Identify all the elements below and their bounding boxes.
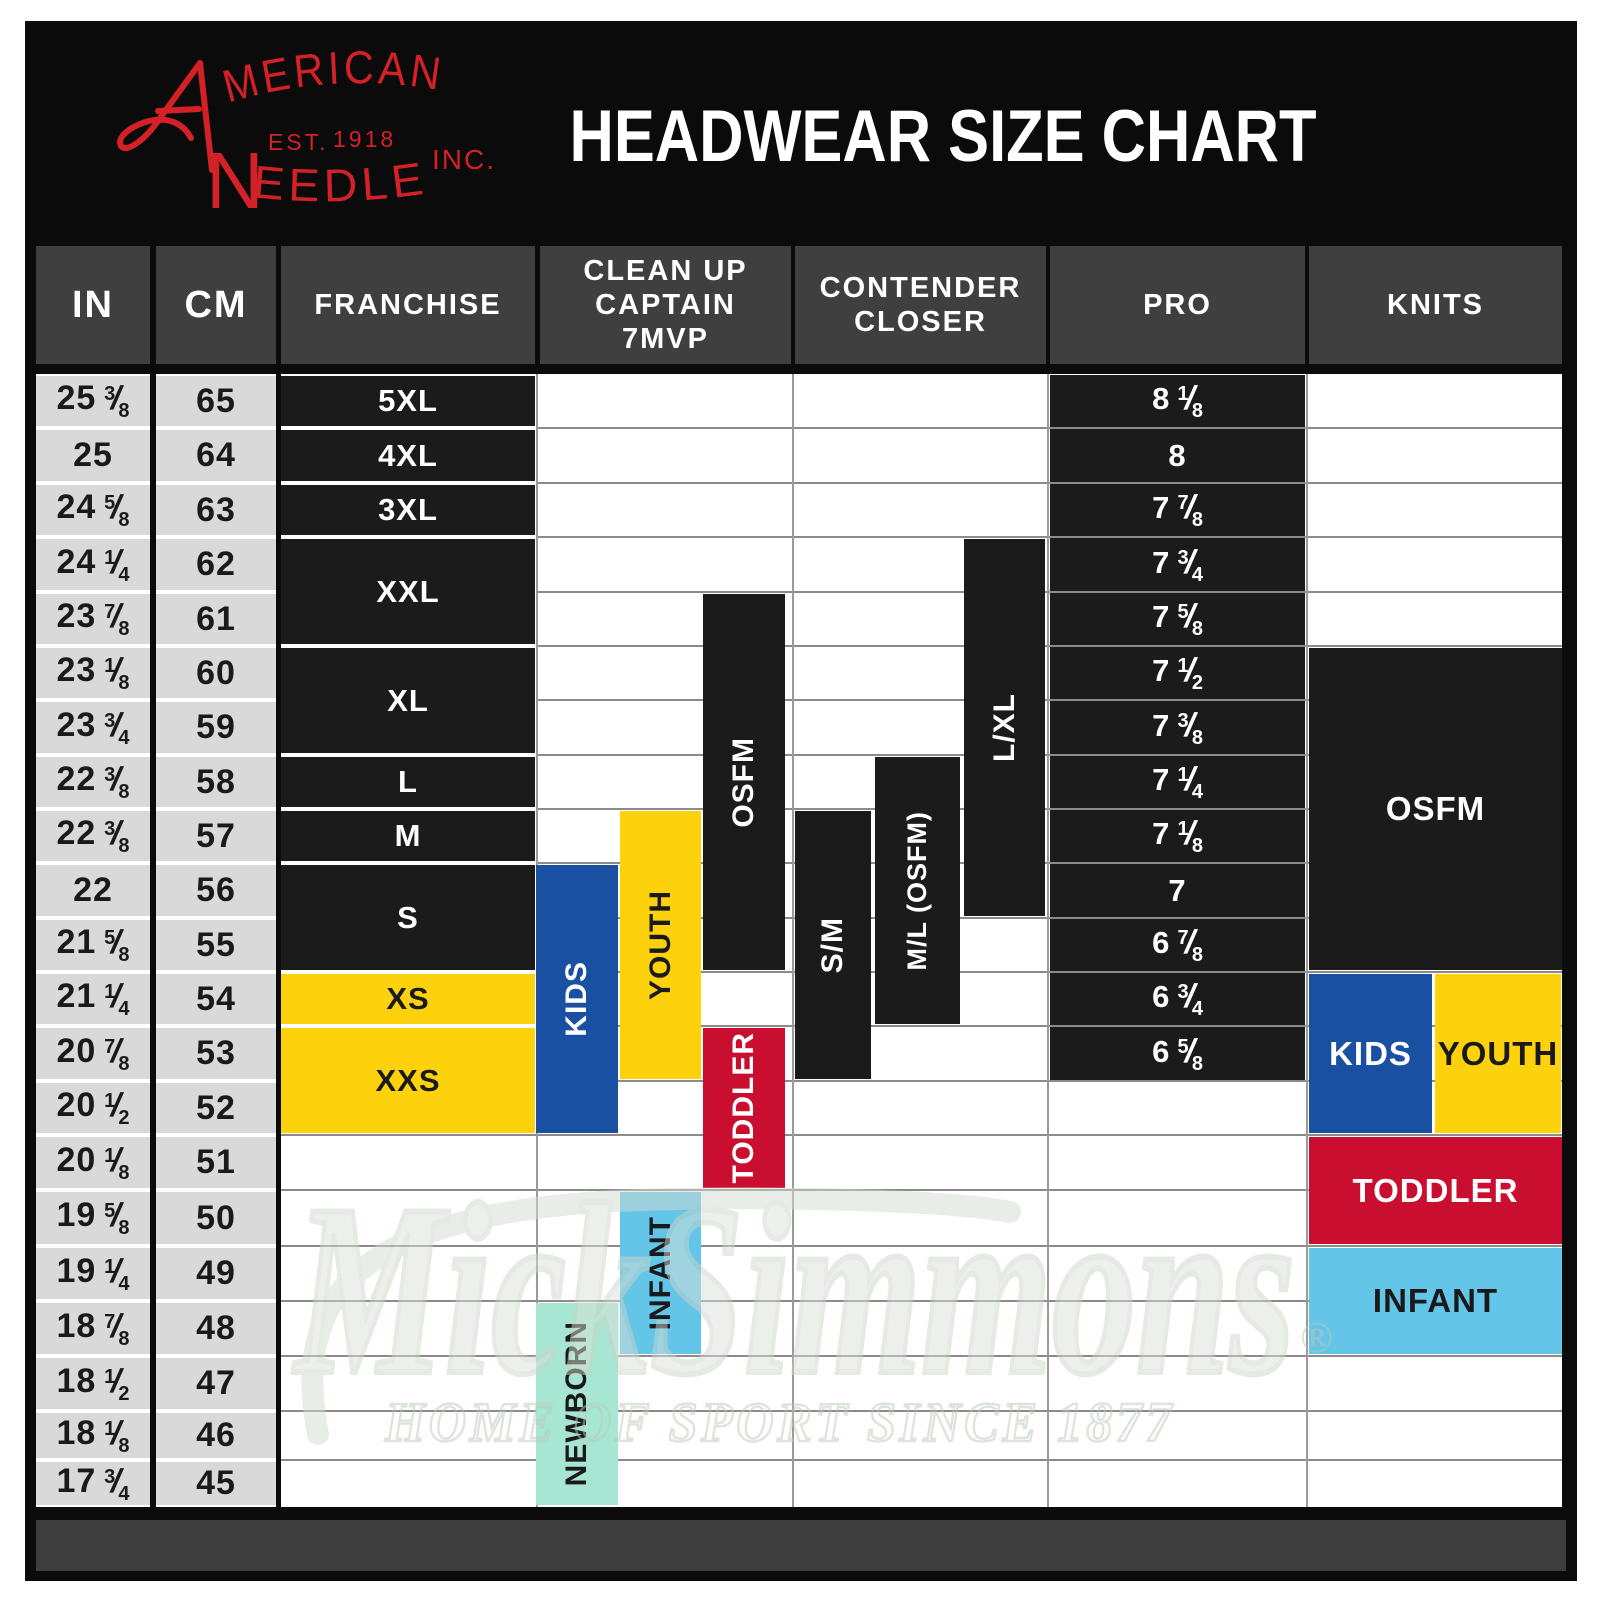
svg-text:INC.: INC. — [432, 144, 496, 175]
svg-text:EST.: EST. — [268, 129, 329, 155]
svg-text:EEDLE: EEDLE — [251, 152, 431, 212]
svg-text:HOME OF SPORT SINCE 1877: HOME OF SPORT SINCE 1877 — [384, 1392, 1175, 1454]
svg-text:N: N — [206, 136, 264, 225]
svg-text:®: ® — [1300, 1313, 1333, 1362]
svg-text:MERICAN: MERICAN — [217, 41, 447, 112]
svg-text:HEADWEAR SIZE CHART: HEADWEAR SIZE CHART — [570, 96, 1317, 177]
svg-text:1918: 1918 — [333, 126, 396, 152]
svg-text:MickSimmons: MickSimmons — [292, 1154, 1295, 1425]
